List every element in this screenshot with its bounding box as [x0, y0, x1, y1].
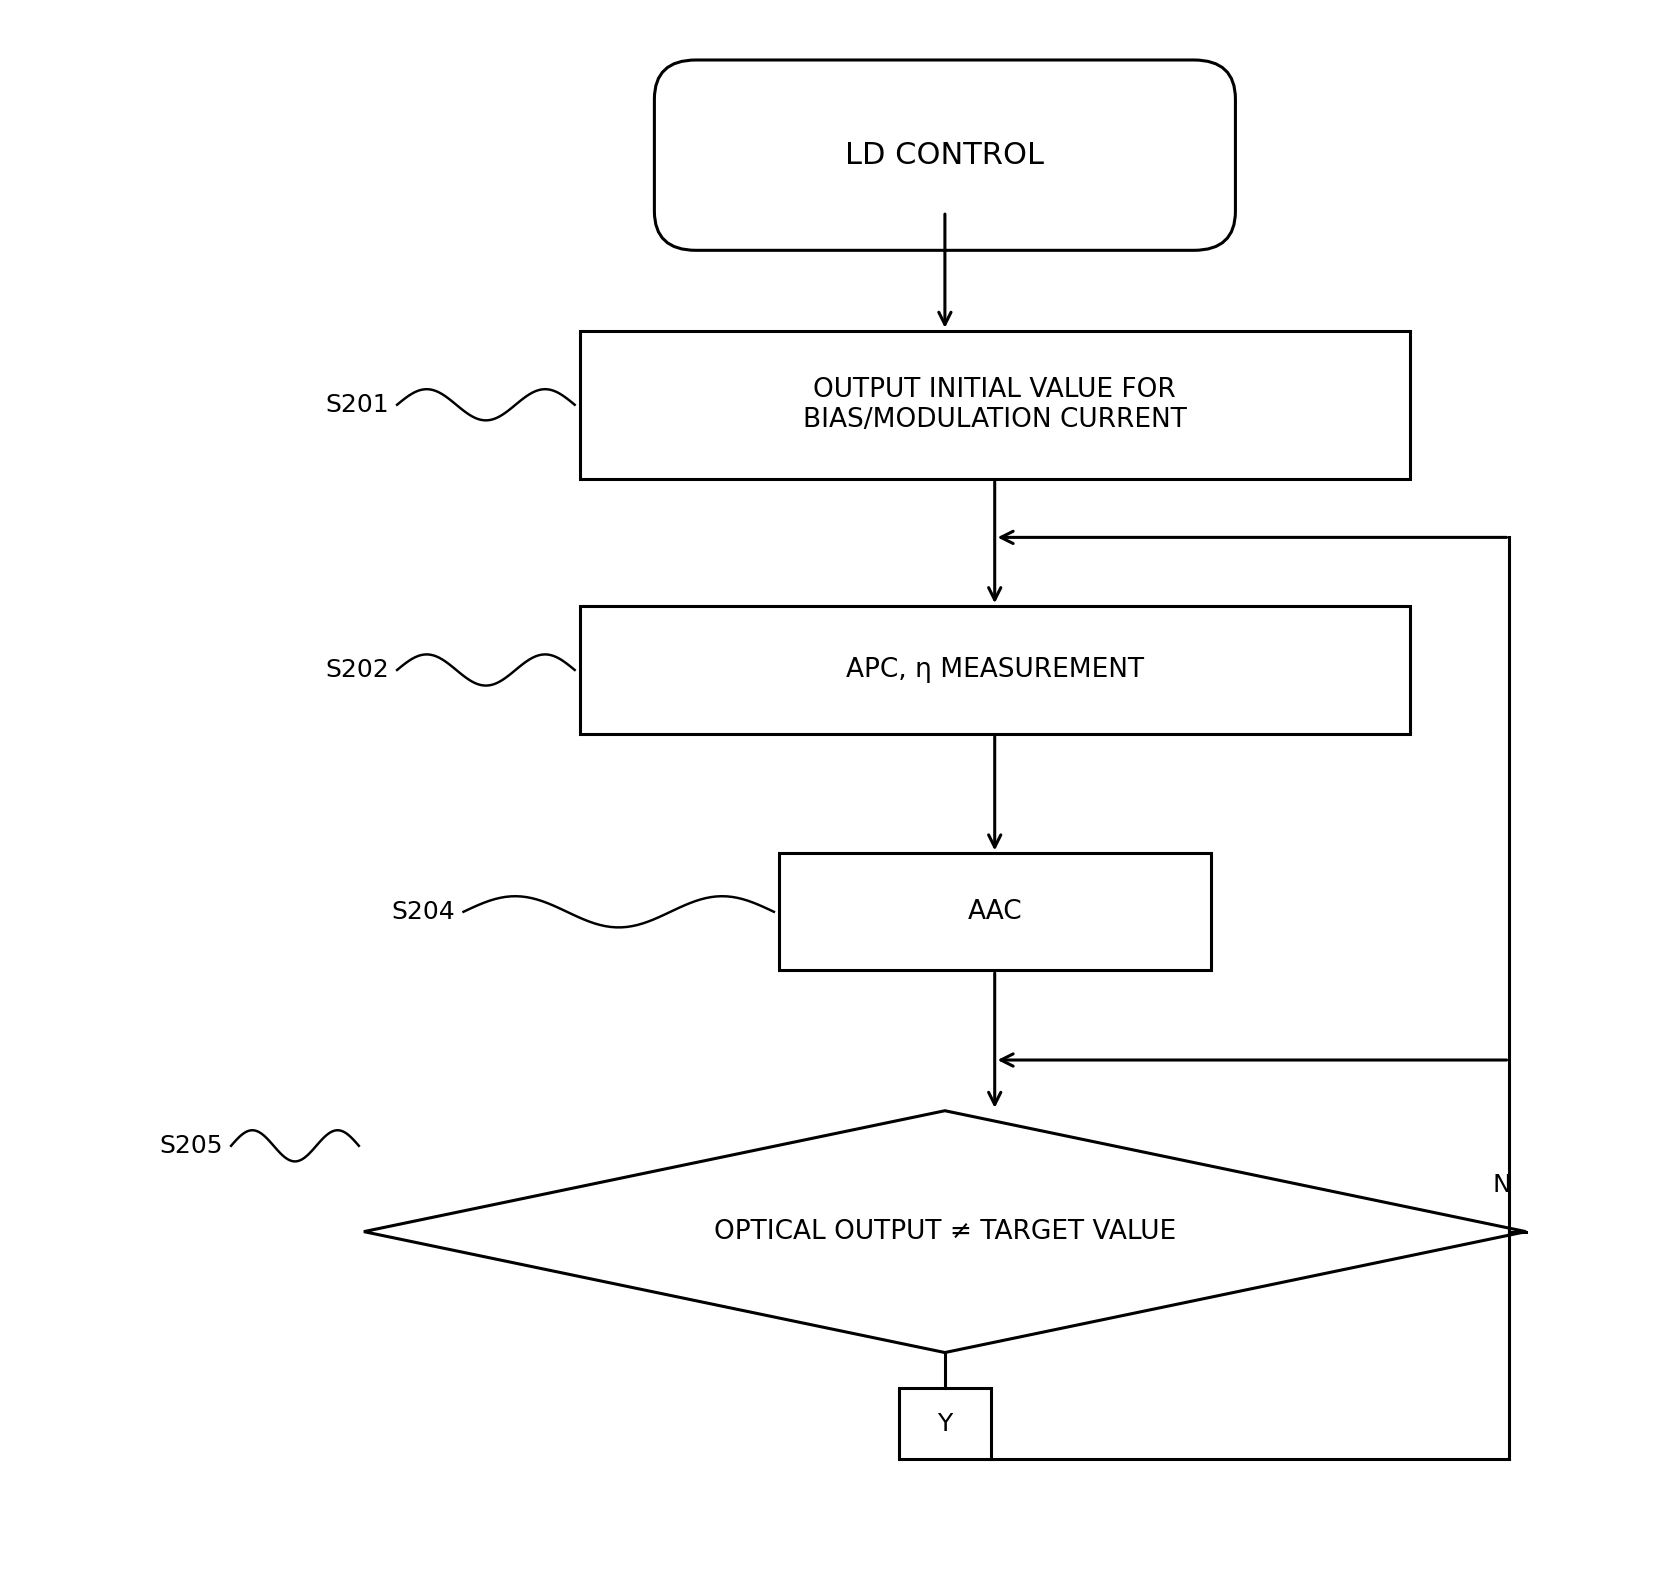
- Text: N: N: [1492, 1173, 1511, 1196]
- Text: S201: S201: [325, 394, 388, 417]
- Bar: [778, 853, 1210, 970]
- Polygon shape: [363, 1111, 1526, 1352]
- Bar: [579, 606, 1409, 733]
- FancyBboxPatch shape: [654, 60, 1235, 250]
- Text: OPTICAL OUTPUT ≠ TARGET VALUE: OPTICAL OUTPUT ≠ TARGET VALUE: [713, 1218, 1174, 1245]
- Text: Y: Y: [937, 1412, 952, 1435]
- Bar: [579, 331, 1409, 478]
- Text: OUTPUT INITIAL VALUE FOR
BIAS/MODULATION CURRENT: OUTPUT INITIAL VALUE FOR BIAS/MODULATION…: [803, 376, 1186, 433]
- Text: APC, η MEASUREMENT: APC, η MEASUREMENT: [845, 656, 1143, 683]
- Text: S202: S202: [325, 658, 388, 682]
- Text: S205: S205: [159, 1133, 223, 1158]
- Text: S204: S204: [391, 900, 455, 924]
- Text: AAC: AAC: [967, 899, 1022, 926]
- Bar: [898, 1388, 990, 1459]
- Text: LD CONTROL: LD CONTROL: [845, 140, 1044, 170]
